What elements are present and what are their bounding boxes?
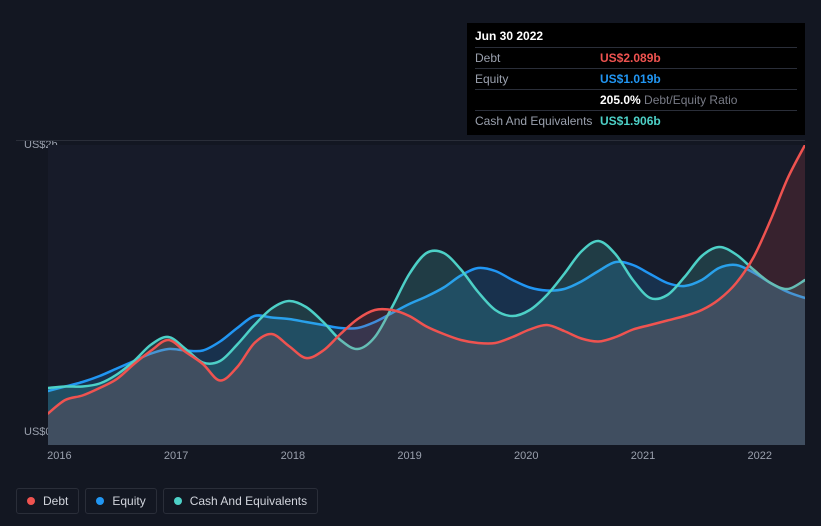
legend-label: Cash And Equivalents xyxy=(190,494,307,508)
legend-item-cash[interactable]: Cash And Equivalents xyxy=(163,488,318,514)
tooltip-row-value: US$1.019b xyxy=(600,69,797,90)
x-tick: 2021 xyxy=(631,450,655,462)
tooltip-table: Debt US$2.089b Equity US$1.019b 205.0% D… xyxy=(475,47,797,131)
legend-label: Equity xyxy=(112,494,145,508)
tooltip-row-label: Cash And Equivalents xyxy=(475,111,600,132)
tooltip-date: Jun 30 2022 xyxy=(475,29,797,47)
tooltip-row-label: Equity xyxy=(475,69,600,90)
tooltip-row-value: US$1.906b xyxy=(600,111,797,132)
swatch-icon xyxy=(174,497,182,505)
x-tick: 2020 xyxy=(514,450,538,462)
tooltip-row-label: Debt xyxy=(475,48,600,69)
tooltip-row-label xyxy=(475,90,600,111)
x-tick: 2017 xyxy=(164,450,188,462)
legend-label: Debt xyxy=(43,494,68,508)
swatch-icon xyxy=(96,497,104,505)
x-tick: 2018 xyxy=(281,450,305,462)
x-axis: 2016 2017 2018 2019 2020 2021 2022 xyxy=(48,450,806,466)
legend-item-equity[interactable]: Equity xyxy=(85,488,156,514)
grid-line xyxy=(16,140,805,141)
swatch-icon xyxy=(27,497,35,505)
tooltip-row-value: US$2.089b xyxy=(600,48,797,69)
x-tick: 2022 xyxy=(748,450,772,462)
tooltip-card: Jun 30 2022 Debt US$2.089b Equity US$1.0… xyxy=(466,22,806,136)
x-tick: 2016 xyxy=(47,450,71,462)
legend: Debt Equity Cash And Equivalents xyxy=(16,488,318,514)
x-tick: 2019 xyxy=(397,450,421,462)
legend-item-debt[interactable]: Debt xyxy=(16,488,79,514)
tooltip-row-value: 205.0% Debt/Equity Ratio xyxy=(600,90,797,111)
area-chart[interactable] xyxy=(48,145,805,445)
